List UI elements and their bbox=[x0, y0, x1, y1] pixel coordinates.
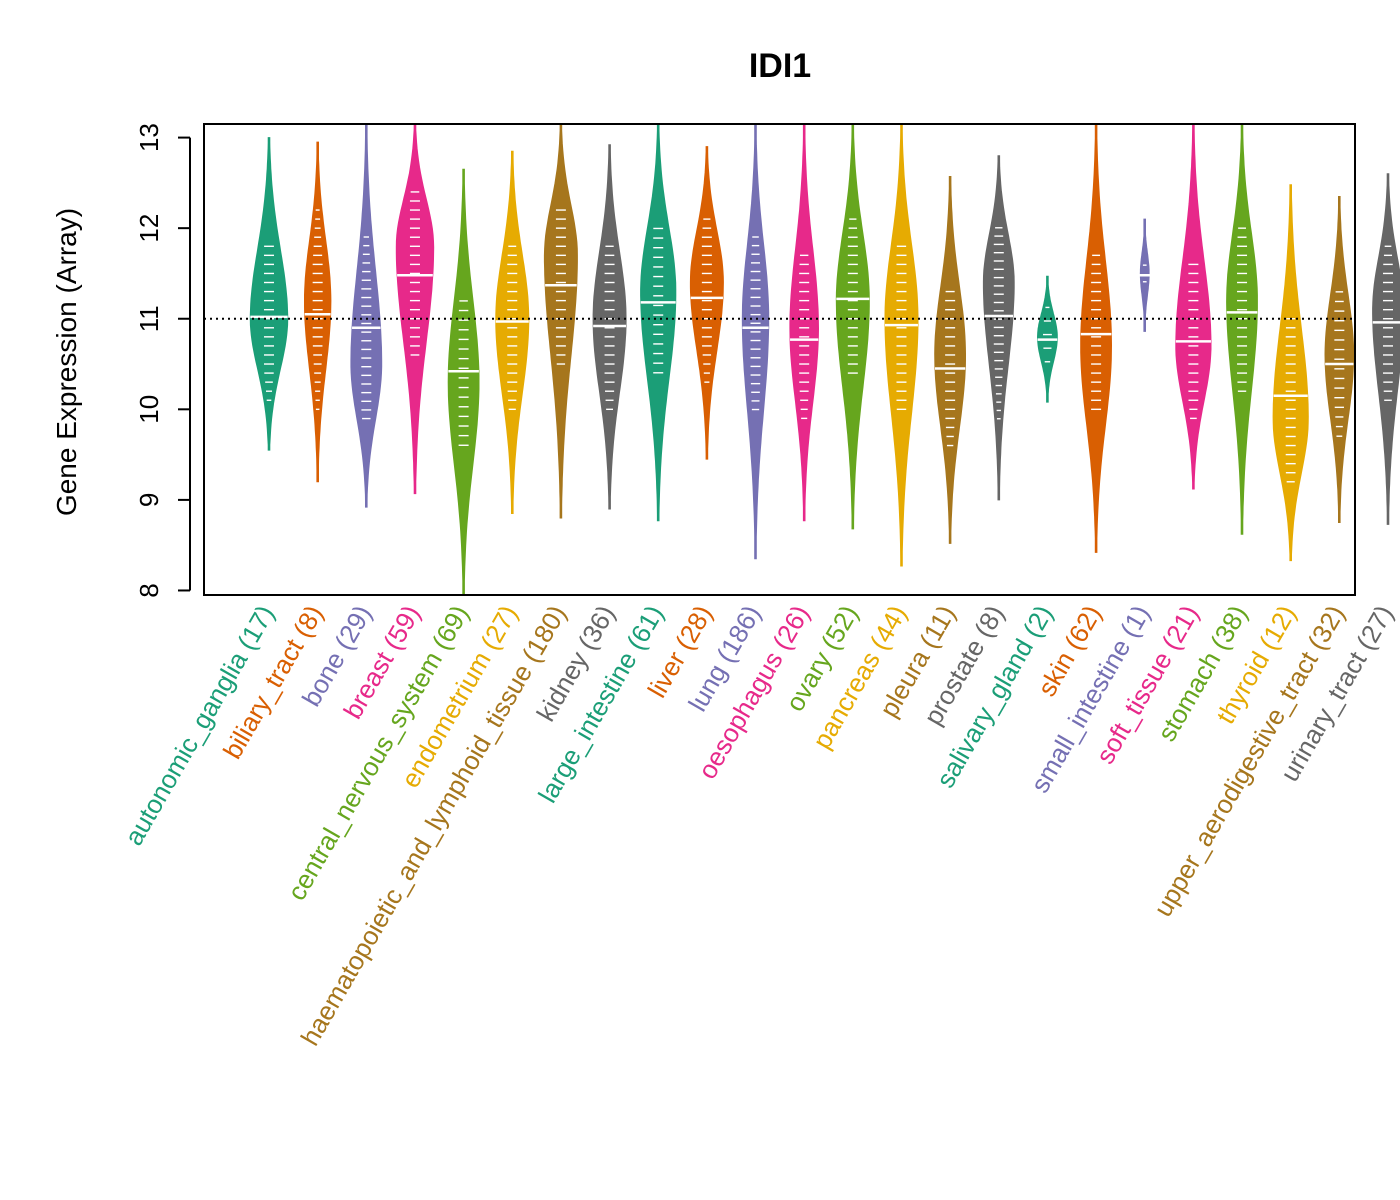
category-labels: autonomic_ganglia (17)biliary_tract (8)b… bbox=[118, 600, 1399, 1051]
violin-17 bbox=[1080, 123, 1113, 553]
violin-12 bbox=[835, 123, 870, 530]
violin-3 bbox=[395, 123, 435, 495]
violin-11 bbox=[789, 123, 820, 522]
violin-6 bbox=[543, 123, 578, 519]
plot-frame bbox=[203, 123, 1356, 596]
violin-13 bbox=[884, 123, 919, 567]
y-tick-label: 8 bbox=[134, 583, 164, 597]
violin-1 bbox=[304, 141, 332, 483]
y-tick-label: 12 bbox=[134, 214, 164, 243]
violin-9 bbox=[689, 146, 724, 460]
y-axis-label: Gene Expression (Array) bbox=[51, 208, 82, 516]
chart-title: IDI1 bbox=[749, 47, 811, 85]
y-tick-label: 10 bbox=[134, 395, 164, 424]
violin-19 bbox=[1175, 123, 1212, 490]
violin-20 bbox=[1226, 123, 1258, 535]
violin-5 bbox=[495, 150, 530, 514]
violin-0 bbox=[249, 137, 289, 451]
violin-23 bbox=[1372, 173, 1400, 525]
violin-10 bbox=[741, 123, 770, 560]
y-tick-label: 13 bbox=[134, 123, 164, 152]
y-tick-label: 11 bbox=[134, 305, 164, 332]
violins-group bbox=[249, 123, 1400, 596]
y-axis: 8 9 10 11 12 13 bbox=[134, 123, 191, 598]
violin-8 bbox=[640, 123, 677, 522]
violin-4 bbox=[447, 168, 480, 596]
violin-14 bbox=[934, 176, 966, 544]
violin-2 bbox=[350, 123, 383, 508]
y-tick-label: 9 bbox=[134, 493, 164, 507]
